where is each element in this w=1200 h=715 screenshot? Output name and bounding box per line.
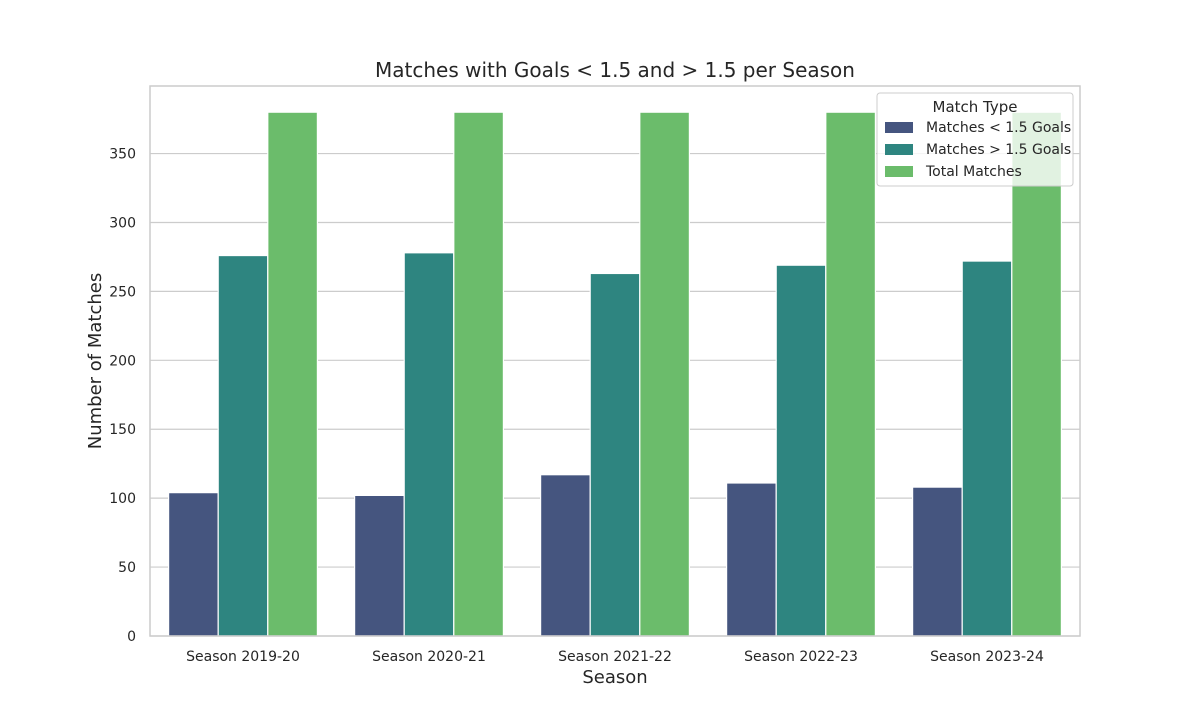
bar [267, 111, 318, 637]
bar [403, 252, 455, 637]
y-tick-label: 0 [127, 629, 136, 645]
y-tick-label: 50 [118, 560, 136, 576]
legend-swatch [885, 166, 913, 177]
legend-box [876, 92, 1074, 187]
x-tick-label: Season 2020-21 [372, 649, 486, 665]
x-tick-labels: Season 2019-20 Season 2020-21 Season 2021-… [186, 649, 1044, 665]
x-tick-label: Season 2022-23 [744, 649, 858, 665]
x-tick-label: Season 2023-24 [930, 649, 1044, 665]
bar [825, 111, 876, 637]
legend-entry: Matches > 1.5 Goals [926, 142, 1071, 158]
y-tick-label: 300 [109, 215, 136, 231]
plot-frame [149, 85, 1081, 637]
y-tick-label: 250 [109, 284, 136, 300]
legend-swatch [885, 122, 913, 133]
legend-title: Match Type [933, 98, 1018, 116]
bar [775, 264, 827, 637]
legend-entry: Matches < 1.5 Goals [926, 120, 1071, 136]
bar [168, 492, 219, 637]
x-tick-label: Season 2021-22 [558, 649, 672, 665]
bars-layer [168, 111, 1062, 637]
bar [961, 260, 1013, 637]
y-tick-labels: 0 50 100 150 200 250 300 350 [109, 147, 136, 645]
bar [911, 486, 963, 637]
bar [453, 111, 504, 637]
y-tick-label: 350 [109, 147, 136, 163]
y-axis-label: Number of Matches [85, 273, 106, 449]
legend-swatch [885, 144, 913, 155]
bar [1011, 111, 1062, 637]
bar [589, 272, 641, 637]
y-tick-label: 150 [109, 422, 136, 438]
bar [354, 494, 405, 637]
bar [639, 111, 690, 637]
x-axis-label: Season [582, 667, 647, 688]
y-tick-label: 100 [109, 491, 136, 507]
bar [217, 254, 269, 637]
legend: Match Type Matches < 1.5 Goals Matches > … [876, 92, 1074, 187]
chart-title: Matches with Goals < 1.5 and > 1.5 per S… [375, 58, 855, 82]
legend-items: Matches < 1.5 Goals Matches > 1.5 Goals To… [885, 120, 1071, 180]
x-tick-label: Season 2019-20 [186, 649, 300, 665]
bar [725, 482, 777, 637]
y-tick-label: 200 [109, 353, 136, 369]
bar [539, 474, 591, 637]
legend-entry: Total Matches [925, 164, 1022, 180]
